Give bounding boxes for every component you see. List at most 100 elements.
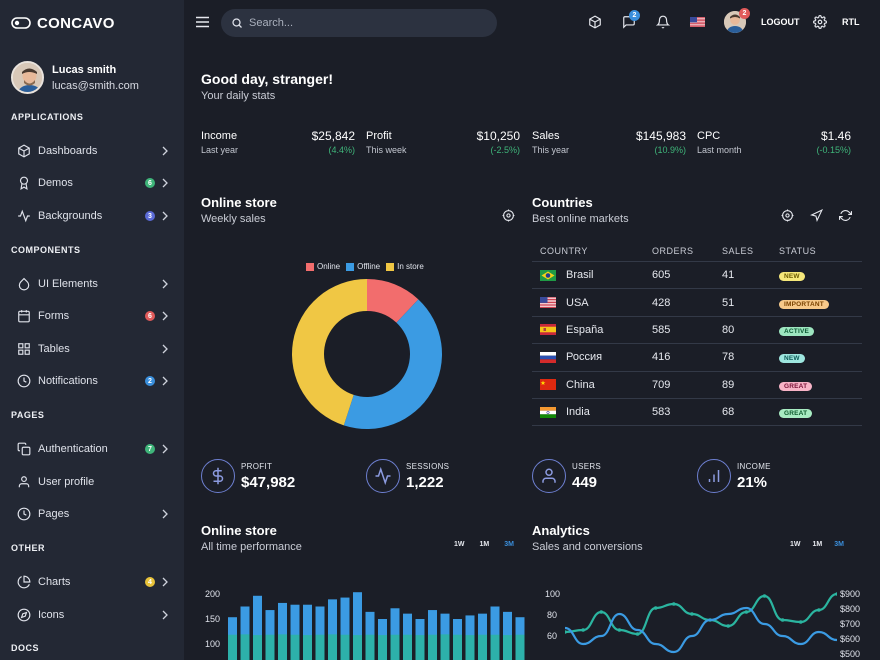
orders-cell: 709 bbox=[652, 378, 671, 391]
chevron-right-icon bbox=[162, 610, 168, 620]
y-tick: 200 bbox=[205, 589, 221, 599]
range-1w[interactable]: 1W bbox=[790, 541, 801, 548]
donut-legend: Online Offline In store bbox=[306, 262, 424, 271]
line-point bbox=[690, 612, 694, 616]
rtl-toggle[interactable]: RTL bbox=[842, 17, 860, 27]
menu-icon[interactable] bbox=[196, 16, 209, 28]
kpi-label: USERS bbox=[572, 461, 602, 471]
sidebar-item-user-profile[interactable]: User profile bbox=[17, 472, 169, 492]
status-cell: ACTIVE bbox=[779, 324, 862, 336]
chevron-right-icon bbox=[162, 279, 168, 289]
legend-online: Online bbox=[306, 262, 340, 271]
award-icon bbox=[17, 176, 31, 190]
status-badge: ACTIVE bbox=[779, 326, 815, 336]
kpi-value: 21% bbox=[737, 473, 768, 491]
table-row[interactable]: España 585 80 ACTIVE bbox=[532, 317, 862, 345]
logout-button[interactable]: LOGOUT bbox=[761, 17, 800, 27]
bar bbox=[353, 592, 362, 660]
table-row[interactable]: Brasil 605 41 NEW bbox=[532, 262, 862, 290]
country-name: China bbox=[566, 378, 595, 391]
grid-icon bbox=[17, 342, 31, 356]
sales-cell: 68 bbox=[722, 406, 735, 419]
line-point bbox=[726, 624, 730, 628]
kpi-profit: PROFIT $47,982 bbox=[201, 459, 295, 493]
country-cell: USA bbox=[532, 297, 652, 309]
table-row[interactable]: USA 428 51 IMPORTANT bbox=[532, 289, 862, 317]
online-store-title: Online store bbox=[201, 195, 277, 210]
legend-swatch bbox=[386, 262, 395, 271]
country-cell: China bbox=[532, 379, 652, 391]
range-1w[interactable]: 1W bbox=[454, 541, 465, 548]
bar-secondary bbox=[353, 635, 362, 660]
sidebar-item-authentication[interactable]: Authentication 7 bbox=[17, 439, 169, 459]
table-row[interactable]: India 583 68 GREAT bbox=[532, 399, 862, 427]
user-profile[interactable]: Lucas smith lucas@smith.com bbox=[11, 61, 139, 94]
sidebar-item-pages[interactable]: Pages bbox=[17, 504, 169, 524]
analytics-line-chart bbox=[565, 592, 837, 654]
performance-title: Online store bbox=[201, 523, 277, 538]
sidebar-item-charts[interactable]: Charts 4 bbox=[17, 572, 169, 592]
gear-icon[interactable] bbox=[502, 209, 515, 222]
sidebar-item-ui-elements[interactable]: UI Elements bbox=[17, 274, 169, 294]
legend-instore: In store bbox=[386, 262, 424, 271]
droplet-icon bbox=[17, 277, 31, 291]
line-point bbox=[599, 610, 604, 614]
col-orders: ORDERS bbox=[652, 245, 694, 256]
brazil-flag-icon bbox=[540, 269, 556, 281]
sidebar-item-label: Authentication bbox=[38, 443, 108, 455]
gear-icon[interactable] bbox=[781, 209, 794, 222]
user-icon bbox=[17, 475, 31, 489]
countries-subtitle: Best online markets bbox=[532, 213, 629, 225]
sidebar-item-demos[interactable]: Demos 6 bbox=[17, 173, 169, 193]
sidebar-item-backgrounds[interactable]: Backgrounds 3 bbox=[17, 206, 169, 226]
gear-icon[interactable] bbox=[813, 15, 827, 29]
sidebar-item-label: Forms bbox=[38, 310, 70, 322]
table-row[interactable]: Россия 416 78 NEW bbox=[532, 344, 862, 372]
status-cell: GREAT bbox=[779, 379, 862, 391]
donut-slice-online bbox=[367, 279, 419, 323]
country-name: USA bbox=[566, 296, 589, 309]
range-1m[interactable]: 1M bbox=[812, 541, 823, 548]
online-store-subtitle: Weekly sales bbox=[201, 213, 266, 225]
chevron-right-icon bbox=[162, 376, 168, 386]
count-badge: 7 bbox=[145, 444, 155, 454]
sidebar-item-icons[interactable]: Icons bbox=[17, 605, 169, 625]
stat-label: CPC bbox=[697, 130, 721, 142]
cube-icon bbox=[17, 144, 31, 158]
sidebar-item-forms[interactable]: Forms 6 bbox=[17, 306, 169, 326]
brand[interactable]: CONCAVO bbox=[11, 12, 115, 34]
section-docs: DOCS bbox=[11, 643, 40, 653]
send-icon[interactable] bbox=[810, 209, 823, 222]
sidebar-item-tables[interactable]: Tables bbox=[17, 339, 169, 359]
bar bbox=[290, 604, 300, 660]
us-flag-icon[interactable] bbox=[690, 17, 705, 27]
bar bbox=[278, 602, 287, 660]
chevron-right-icon bbox=[162, 146, 168, 156]
country-cell: España bbox=[532, 324, 652, 336]
cube-icon[interactable] bbox=[588, 15, 602, 29]
bar-secondary bbox=[490, 634, 500, 660]
stat-value: $10,250 bbox=[476, 129, 520, 143]
range-3m[interactable]: 3M bbox=[504, 541, 514, 548]
activity-icon bbox=[17, 209, 31, 223]
col-country: COUNTRY bbox=[540, 245, 588, 256]
sidebar-item-dashboards[interactable]: Dashboards bbox=[17, 141, 169, 161]
bar-secondary bbox=[328, 634, 337, 660]
table-row[interactable]: China 709 89 GREAT bbox=[532, 372, 862, 399]
kpi-label: SESSIONS bbox=[406, 461, 450, 471]
stat-period: Last month bbox=[697, 145, 742, 155]
search-input[interactable] bbox=[249, 17, 469, 29]
search-bar[interactable] bbox=[221, 9, 497, 37]
refresh-icon[interactable] bbox=[839, 209, 852, 222]
sidebar-item-notifications[interactable]: Notifications 2 bbox=[17, 371, 169, 391]
range-3m[interactable]: 3M bbox=[834, 541, 844, 548]
calendar-icon bbox=[17, 309, 31, 323]
avatar[interactable] bbox=[11, 61, 44, 94]
country-name: India bbox=[566, 406, 590, 419]
bar bbox=[340, 597, 350, 660]
range-1m[interactable]: 1M bbox=[479, 541, 490, 548]
country-name: Brasil bbox=[566, 269, 594, 282]
bell-icon[interactable] bbox=[656, 15, 670, 29]
chevron-right-icon bbox=[162, 509, 168, 519]
count-badge: 6 bbox=[145, 311, 155, 321]
